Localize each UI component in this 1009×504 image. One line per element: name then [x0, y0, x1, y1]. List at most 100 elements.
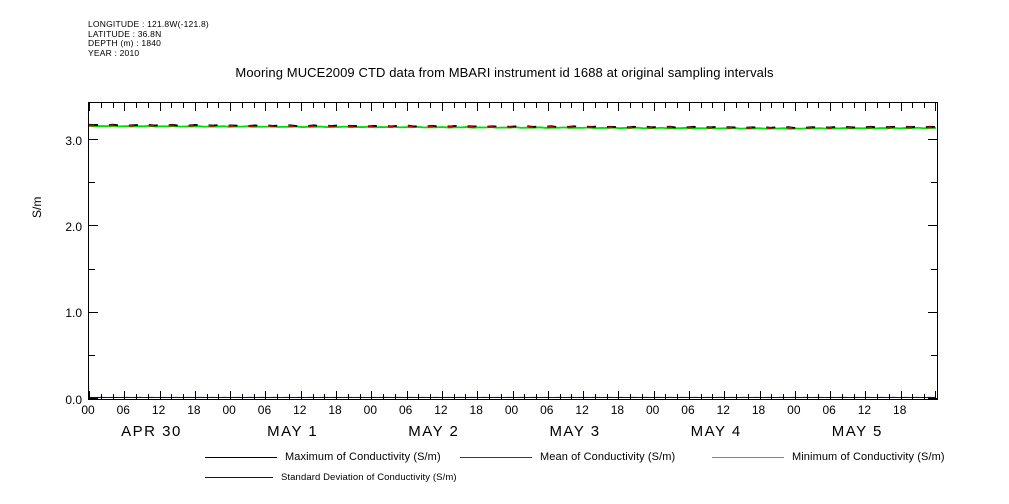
x-day-label: MAY 5	[831, 423, 883, 440]
x-axis-minor-tick	[877, 103, 879, 108]
x-day-label: MAY 2	[408, 423, 460, 440]
x-axis-tick	[300, 391, 302, 399]
legend-label: Standard Deviation of Conductivity (S/m)	[281, 471, 457, 483]
x-axis-tick	[477, 103, 479, 111]
x-hour-tick-label: 12	[293, 403, 307, 417]
x-hour-tick-label: 06	[681, 403, 695, 417]
x-axis-tick	[724, 391, 726, 399]
x-axis-minor-tick	[736, 103, 737, 108]
y-axis-tick	[89, 268, 95, 270]
y-axis-tick	[928, 398, 937, 399]
x-axis-minor-tick	[630, 394, 632, 399]
x-axis-minor-tick	[218, 394, 220, 399]
x-axis-tick	[583, 391, 585, 399]
x-axis-minor-tick	[394, 394, 396, 399]
x-axis-minor-tick	[312, 394, 314, 399]
x-hour-tick-label: 18	[751, 403, 766, 417]
x-axis-minor-tick	[288, 103, 290, 108]
x-axis-minor-tick	[736, 394, 737, 399]
x-day-label: APR 30	[121, 423, 182, 440]
x-axis-minor-tick	[430, 103, 432, 108]
legend-entry[interactable]: Mean of Conductivity (S/m)	[460, 447, 675, 467]
y-axis-tick	[931, 354, 937, 356]
y-axis-tick	[89, 225, 98, 227]
y-axis-tick	[89, 398, 98, 399]
x-axis-minor-tick	[347, 394, 349, 399]
y-axis-tick	[931, 268, 937, 270]
x-axis-minor-tick	[677, 103, 679, 108]
station-metadata: LONGITUDE : 121.8W(-121.8) LATITUDE : 36…	[88, 19, 209, 58]
x-axis-tick	[653, 103, 655, 111]
x-axis-minor-tick	[277, 103, 279, 108]
legend-entry[interactable]: Standard Deviation of Conductivity (S/m)	[205, 467, 457, 487]
x-axis-minor-tick	[712, 394, 714, 399]
legend-color-swatch	[460, 456, 532, 458]
x-axis-minor-tick	[453, 394, 455, 399]
x-axis-minor-tick	[841, 103, 843, 108]
x-axis-tick	[336, 391, 338, 399]
x-axis-minor-tick	[771, 394, 773, 399]
x-axis-minor-tick	[841, 394, 843, 399]
x-axis-minor-tick	[241, 394, 243, 399]
x-axis-minor-tick	[524, 394, 526, 399]
x-day-label: MAY 3	[549, 423, 601, 440]
x-axis-minor-tick	[100, 103, 102, 108]
x-axis-minor-tick	[818, 394, 820, 399]
x-axis-tick	[865, 391, 867, 399]
x-axis-minor-tick	[430, 394, 432, 399]
x-hour-tick-label: 06	[822, 403, 836, 417]
x-axis-tick	[159, 391, 161, 399]
x-axis-tick	[653, 391, 655, 399]
y-axis-tick	[928, 311, 937, 313]
x-axis-minor-tick	[677, 394, 679, 399]
x-axis-minor-tick	[394, 103, 396, 108]
x-axis-tick	[300, 103, 302, 111]
x-axis-hour-labels: 00 06 12 18 00 06 12 18 00 06 12 18 00 06 12 18 00 06 12 18…	[81, 403, 938, 417]
x-axis-minor-tick	[818, 103, 820, 108]
x-axis-minor-tick	[771, 103, 773, 108]
series-line	[89, 125, 936, 128]
x-hour-tick-label: 12	[716, 403, 730, 417]
x-axis-minor-tick	[324, 103, 326, 108]
page-title: Mooring MUCE2009 CTD data from MBARI ins…	[235, 65, 774, 80]
x-axis-tick	[547, 391, 549, 399]
x-axis-minor-tick	[700, 394, 702, 399]
metadata-depth: DEPTH (m) : 1840	[88, 38, 162, 49]
x-hour-tick-label: 06	[398, 403, 413, 417]
x-axis-minor-tick	[453, 103, 455, 108]
y-axis-tick	[931, 182, 937, 184]
x-axis-minor-tick	[594, 394, 596, 399]
x-axis-tick	[441, 103, 443, 111]
x-axis-minor-tick	[183, 103, 185, 108]
x-axis-minor-tick	[853, 394, 855, 399]
x-axis-minor-tick	[559, 394, 561, 399]
x-axis-tick	[265, 103, 267, 111]
legend-entry[interactable]: Minimum of Conductivity (S/m)	[712, 447, 945, 467]
x-axis-tick	[159, 103, 161, 111]
x-axis-tick	[406, 391, 408, 399]
x-axis-tick	[371, 103, 373, 111]
x-axis-tick	[724, 103, 726, 111]
x-axis-tick	[371, 391, 373, 399]
metadata-longitude: LONGITUDE : 121.8W(-121.8)	[88, 19, 209, 29]
x-axis-minor-tick	[171, 394, 173, 399]
x-axis-tick	[794, 103, 796, 111]
legend-entry[interactable]: Maximum of Conductivity (S/m)	[205, 447, 441, 467]
y-axis-tick	[89, 139, 98, 141]
x-axis-minor-tick	[500, 103, 502, 108]
legend-color-swatch	[205, 456, 277, 458]
x-axis-minor-tick	[100, 394, 102, 399]
x-axis-tick	[194, 103, 196, 111]
legend-color-swatch	[712, 456, 784, 458]
y-axis-tick	[89, 182, 95, 184]
x-axis-minor-tick	[383, 394, 385, 399]
x-axis-minor-tick	[665, 394, 667, 399]
x-axis-minor-tick	[877, 394, 879, 399]
x-hour-tick-label: 18	[328, 403, 342, 417]
x-axis-minor-tick	[324, 394, 326, 399]
metadata-year: YEAR : 2010	[88, 47, 140, 58]
x-axis-minor-tick	[606, 394, 608, 399]
x-axis-tick	[89, 103, 90, 111]
x-axis-tick	[865, 103, 867, 111]
x-hour-tick-label: 00	[504, 403, 519, 417]
